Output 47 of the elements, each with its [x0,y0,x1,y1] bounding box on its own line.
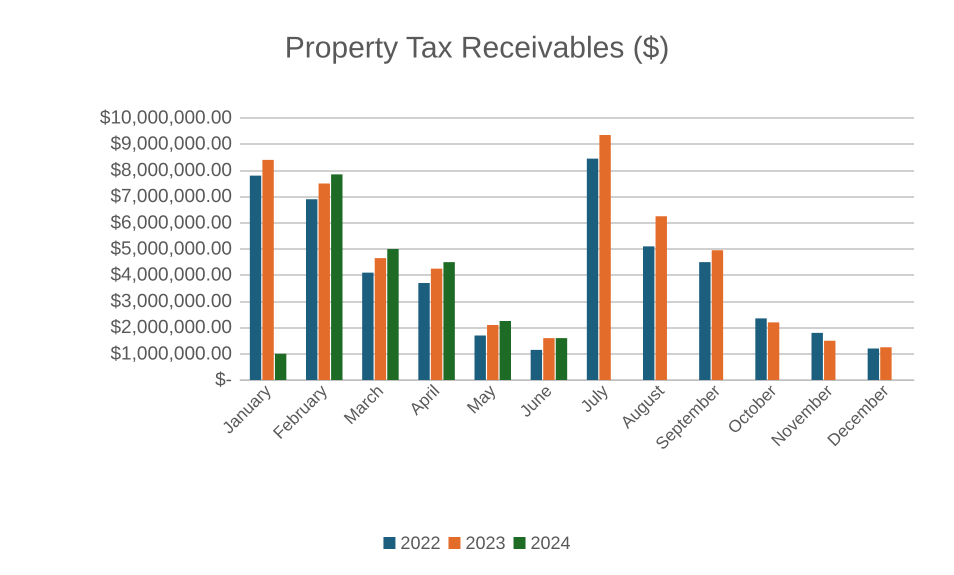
y-tick-label: $5,000,000.00 [110,238,232,260]
bar [699,262,711,380]
x-tick-label: May [463,380,500,418]
y-tick-label: $7,000,000.00 [110,186,232,208]
bar [430,268,442,380]
bar [712,250,724,380]
bar [824,340,836,380]
bar [374,258,386,380]
legend-label: 2023 [465,533,506,553]
bar [487,324,498,380]
bar [262,160,274,380]
x-tick-label: July [577,380,612,416]
bar [443,262,455,380]
legend-label: 2024 [530,533,571,553]
y-tick-label: $10,000,000.00 [100,108,232,128]
bar [543,338,555,380]
bar [274,354,286,380]
y-tick-label: $6,000,000.00 [110,212,232,234]
bar [880,347,892,380]
bar [474,335,486,380]
y-tick-label: $1,000,000.00 [110,343,232,364]
y-tick-label: $4,000,000.00 [110,264,232,286]
y-tick-label: $9,000,000.00 [110,134,232,155]
bar [418,283,430,380]
bar [642,246,654,380]
bar [755,318,767,380]
bar [500,321,512,380]
bar [331,174,343,380]
y-tick-label: $3,000,000.00 [110,290,232,312]
bar [250,176,262,380]
bar [530,350,542,380]
bar [599,135,611,380]
chart-title: Property Tax Receivables ($) [284,32,670,64]
bar [318,184,330,380]
y-tick-label: $- [215,370,232,390]
bar [306,199,318,380]
bar [768,322,780,380]
bar [656,216,667,380]
bar [362,272,374,380]
legend-label: 2022 [400,533,440,553]
bar [868,348,880,380]
bar [811,332,823,380]
y-tick-label: $8,000,000.00 [110,160,232,181]
bar [556,338,568,380]
bar [387,249,399,380]
bar [586,158,598,380]
y-tick-label: $2,000,000.00 [110,317,232,338]
